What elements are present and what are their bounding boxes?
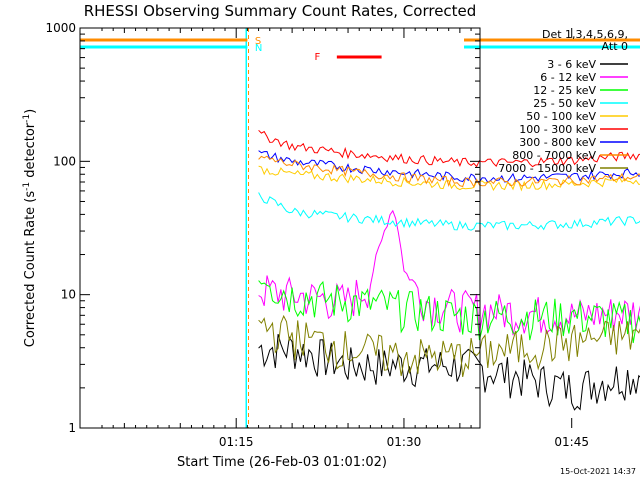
legend-label-0: 3 - 6 keV bbox=[547, 58, 596, 71]
flag-label-f: F bbox=[314, 52, 320, 63]
x-axis-label: Start Time (26-Feb-03 01:01:02) bbox=[177, 455, 387, 470]
y-tick-label-0: 1 bbox=[68, 421, 76, 435]
x-tick-label-0: 01:15 bbox=[219, 435, 254, 449]
series-line-0 bbox=[258, 333, 640, 411]
legend-label-4: 50 - 100 keV bbox=[526, 110, 596, 123]
y-axis-label-exp1: -1 bbox=[22, 182, 32, 191]
legend-label-1: 6 - 12 keV bbox=[540, 71, 596, 84]
series-line-2 bbox=[258, 280, 640, 344]
series-line-3 bbox=[258, 192, 640, 231]
y-tick-label-1: 10 bbox=[61, 288, 76, 302]
legend-header-line2: Att 0 bbox=[602, 40, 628, 53]
series-line-6 bbox=[258, 150, 640, 183]
y-axis-label-part1: Corrected Count Rate (s bbox=[23, 191, 38, 348]
legend-label-5: 100 - 300 keV bbox=[519, 123, 596, 136]
flag-label-s: S bbox=[255, 36, 261, 47]
legend-label-6: 300 - 800 keV bbox=[519, 136, 596, 149]
timestamp: 15-Oct-2021 14:37 bbox=[560, 467, 636, 476]
series-line-5 bbox=[258, 129, 640, 168]
series-line-8 bbox=[258, 314, 640, 378]
series-layer bbox=[258, 129, 640, 411]
y-tick-label-3: 1000 bbox=[45, 21, 76, 35]
legend-header-line1: Det 1,3,4,5,6,9, bbox=[542, 28, 628, 41]
legend-label-3: 25 - 50 keV bbox=[533, 97, 596, 110]
chart-title: RHESSI Observing Summary Count Rates, Co… bbox=[84, 2, 477, 20]
series-line-4 bbox=[258, 165, 640, 192]
legend-label-7: 800 - 7000 keV bbox=[512, 149, 596, 162]
flag-label-n: N bbox=[255, 43, 262, 54]
x-tick-label-2: 01:45 bbox=[554, 435, 589, 449]
plot-frame bbox=[79, 27, 481, 429]
y-axis-label-exp2: -1 bbox=[22, 114, 32, 123]
y-axis-label: Corrected Count Rate (s-1 detector-1) bbox=[22, 109, 38, 347]
series-line-7 bbox=[258, 155, 640, 188]
legend-label-8: 7000 - 15000 keV bbox=[498, 162, 596, 175]
legend-label-2: 12 - 25 keV bbox=[533, 84, 596, 97]
x-tick-label-1: 01:30 bbox=[387, 435, 422, 449]
y-axis-label-part3: ) bbox=[23, 109, 38, 114]
y-axis-label-part2: detector bbox=[23, 122, 38, 182]
plot-area: SN F bbox=[80, 28, 640, 428]
y-tick-label-2: 100 bbox=[53, 154, 76, 168]
series-line-1 bbox=[258, 209, 640, 336]
